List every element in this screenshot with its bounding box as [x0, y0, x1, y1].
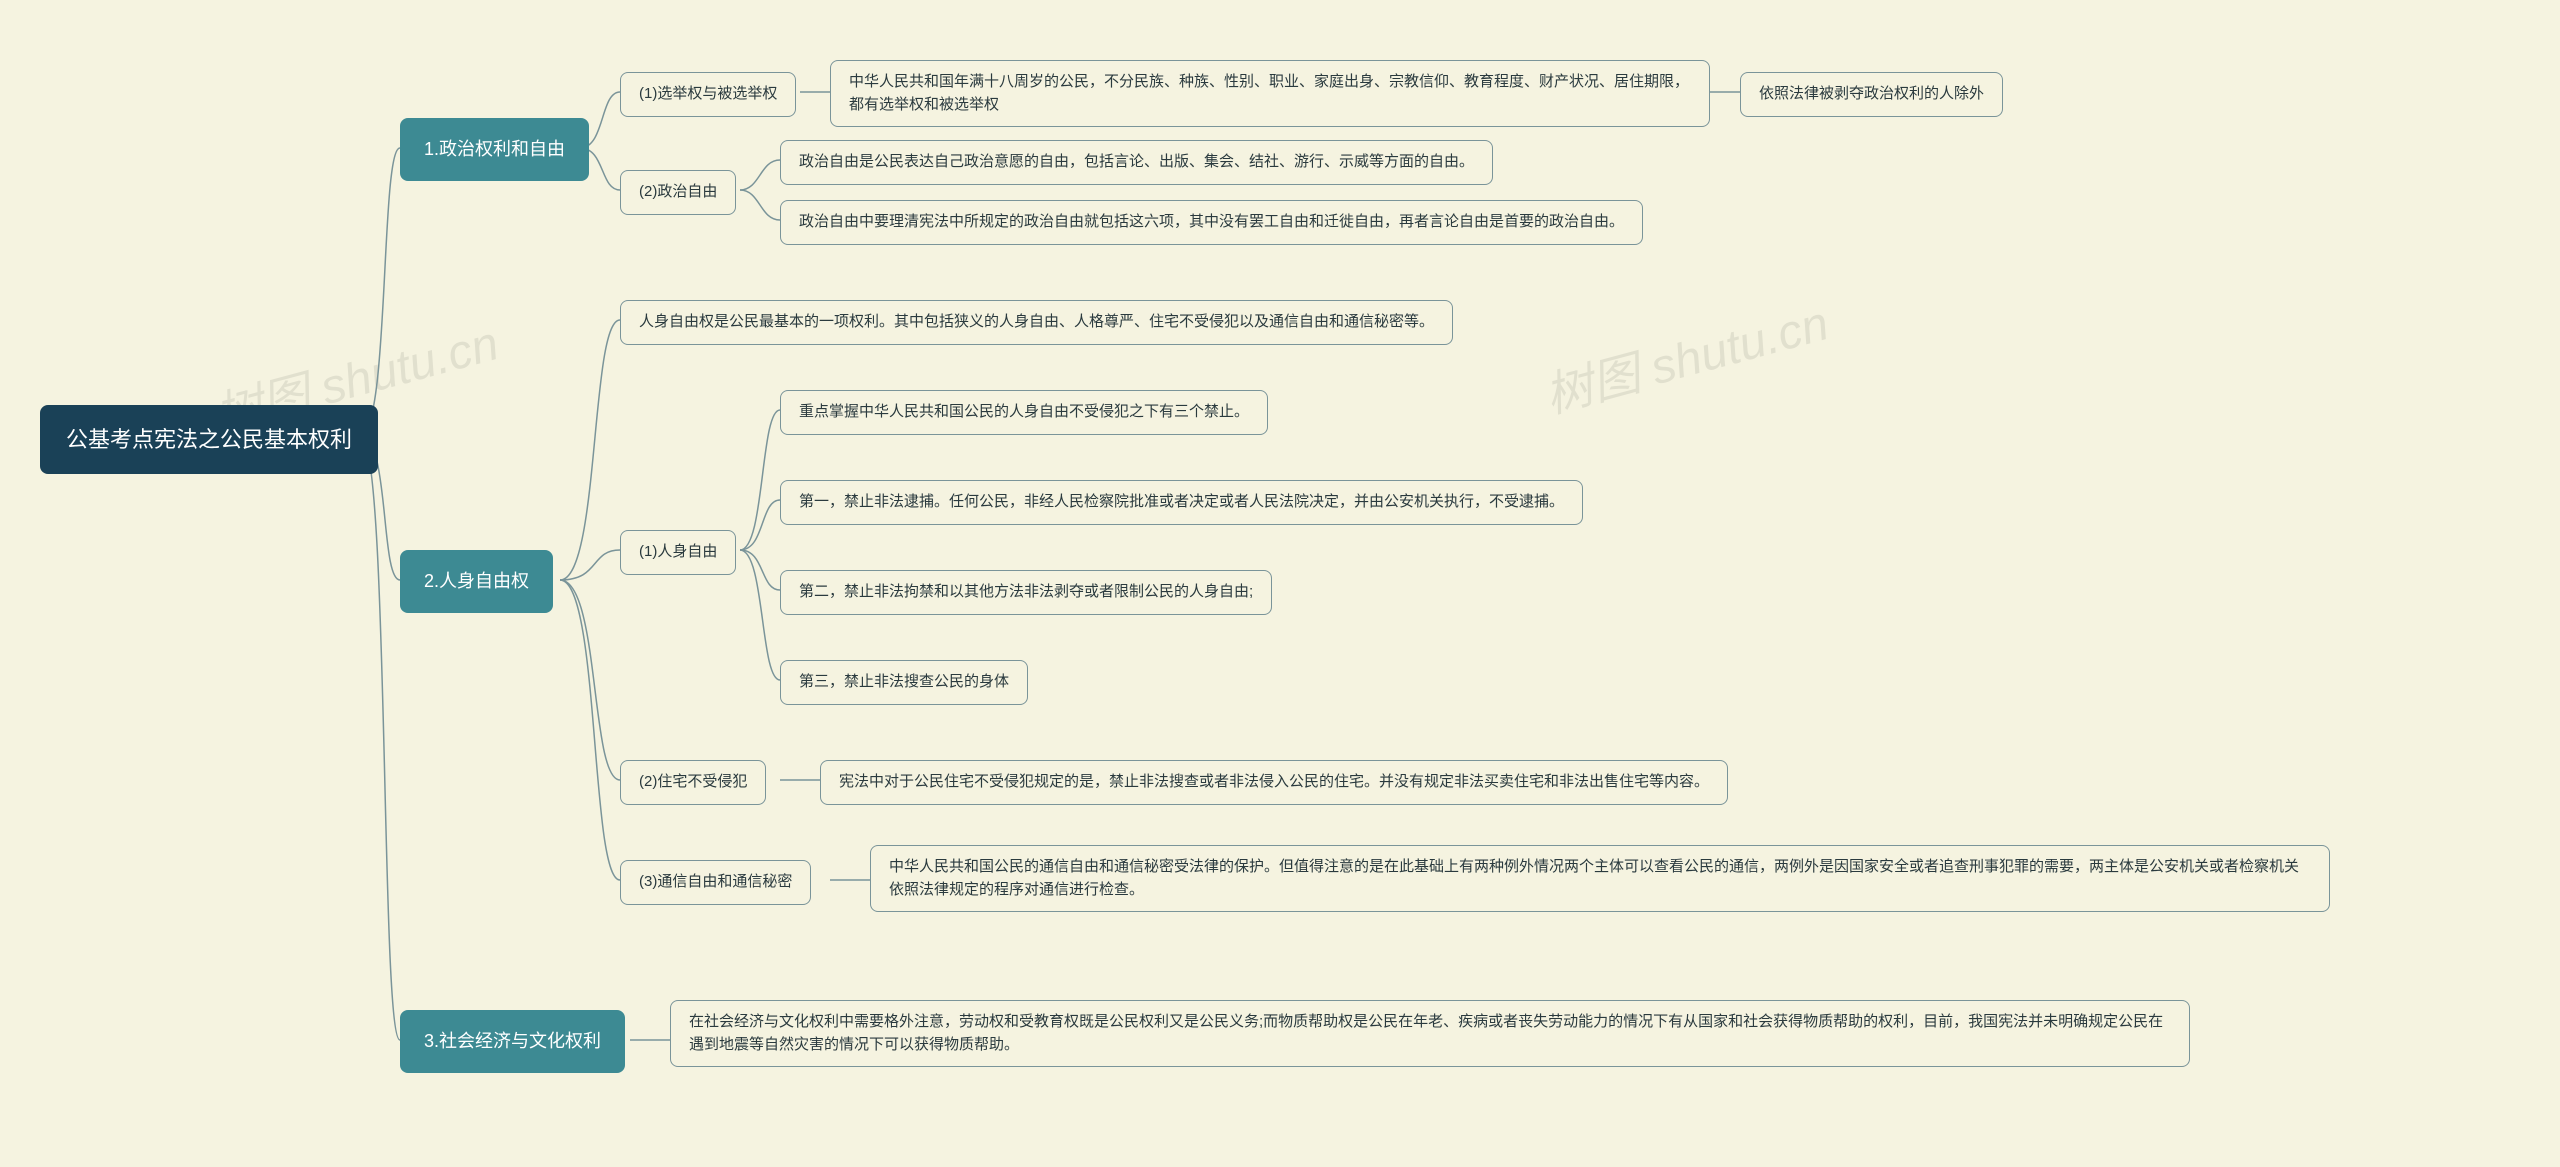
- node-b2-0[interactable]: 人身自由权是公民最基本的一项权利。其中包括狭义的人身自由、人格尊严、住宅不受侵犯…: [620, 300, 1453, 345]
- node-b2-1-4[interactable]: 第三，禁止非法搜查公民的身体: [780, 660, 1028, 705]
- branch-3[interactable]: 3.社会经济与文化权利: [400, 1010, 625, 1073]
- node-b1-1-1[interactable]: 中华人民共和国年满十八周岁的公民，不分民族、种族、性别、职业、家庭出身、宗教信仰…: [830, 60, 1710, 127]
- branch-1[interactable]: 1.政治权利和自由: [400, 118, 589, 181]
- node-b1-1-1-1[interactable]: 依照法律被剥夺政治权利的人除外: [1740, 72, 2003, 117]
- node-b2-2[interactable]: (2)住宅不受侵犯: [620, 760, 766, 805]
- node-b1-1[interactable]: (1)选举权与被选举权: [620, 72, 796, 117]
- node-b2-1-2[interactable]: 第一，禁止非法逮捕。任何公民，非经人民检察院批准或者决定或者人民法院决定，并由公…: [780, 480, 1583, 525]
- node-b1-2-2[interactable]: 政治自由中要理清宪法中所规定的政治自由就包括这六项，其中没有罢工自由和迁徙自由，…: [780, 200, 1643, 245]
- node-b2-1[interactable]: (1)人身自由: [620, 530, 736, 575]
- node-b2-3-1[interactable]: 中华人民共和国公民的通信自由和通信秘密受法律的保护。但值得注意的是在此基础上有两…: [870, 845, 2330, 912]
- node-b1-2[interactable]: (2)政治自由: [620, 170, 736, 215]
- node-b2-2-1[interactable]: 宪法中对于公民住宅不受侵犯规定的是，禁止非法搜查或者非法侵入公民的住宅。并没有规…: [820, 760, 1728, 805]
- branch-2[interactable]: 2.人身自由权: [400, 550, 553, 613]
- node-b1-2-1[interactable]: 政治自由是公民表达自己政治意愿的自由，包括言论、出版、集会、结社、游行、示威等方…: [780, 140, 1493, 185]
- node-b2-1-1[interactable]: 重点掌握中华人民共和国公民的人身自由不受侵犯之下有三个禁止。: [780, 390, 1268, 435]
- root-node[interactable]: 公基考点宪法之公民基本权利: [40, 405, 378, 474]
- node-b2-1-3[interactable]: 第二，禁止非法拘禁和以其他方法非法剥夺或者限制公民的人身自由;: [780, 570, 1272, 615]
- node-b2-3[interactable]: (3)通信自由和通信秘密: [620, 860, 811, 905]
- node-b3-1[interactable]: 在社会经济与文化权利中需要格外注意，劳动权和受教育权既是公民权利又是公民义务;而…: [670, 1000, 2190, 1067]
- watermark-2: 树图 shutu.cn: [1536, 284, 1835, 427]
